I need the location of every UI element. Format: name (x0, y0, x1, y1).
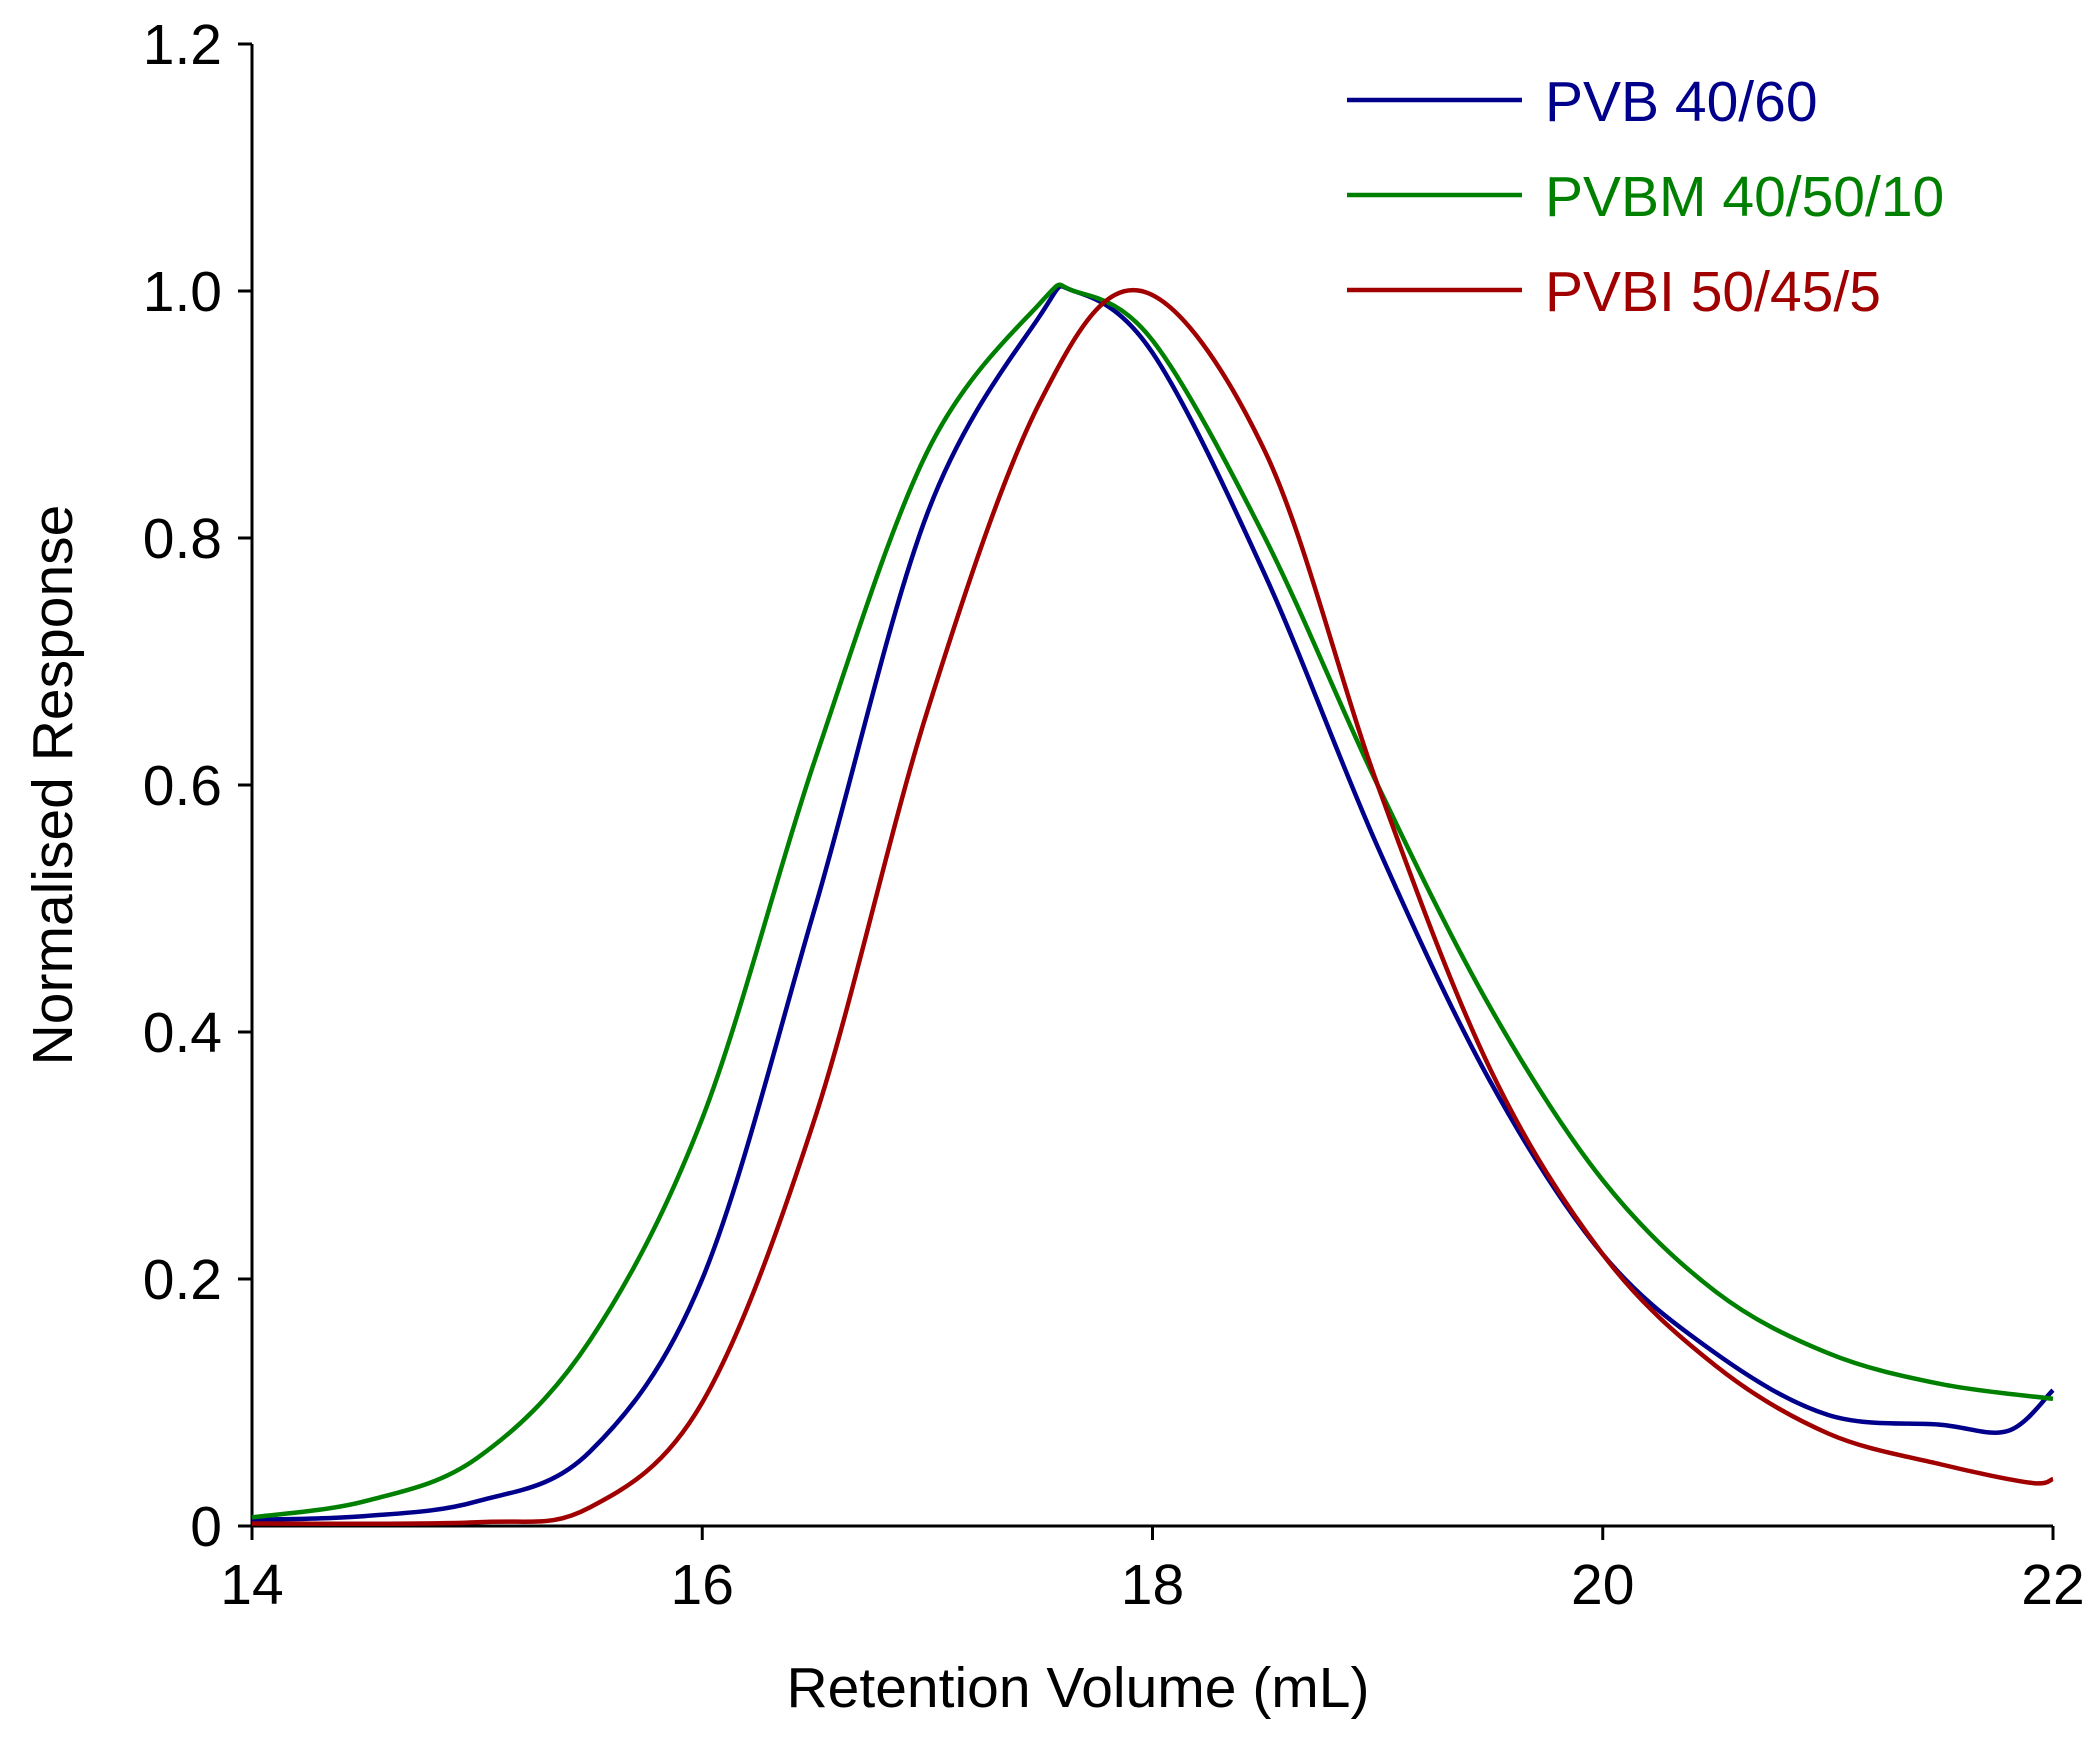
series-group (251, 282, 2055, 1527)
y-tick-label: 1.2 (143, 13, 222, 77)
x-axis-title: Retention Volume (mL) (787, 1656, 1370, 1720)
y-tick-label: 0.6 (143, 754, 222, 818)
y-axis-title: Normalised Response (21, 505, 85, 1066)
x-tick-label: 18 (1121, 1553, 1184, 1617)
y-tick-label: 0.8 (143, 507, 222, 571)
axes: 14 16 18 20 22 0 0.2 0.4 0.6 0.8 1.0 1.2 (143, 13, 2085, 1617)
legend-label: PVBI 50/45/5 (1545, 260, 1881, 324)
x-tick-label: 22 (2021, 1553, 2084, 1617)
x-tick-label: 16 (671, 1553, 734, 1617)
x-tick-label: 14 (220, 1553, 283, 1617)
y-tick-label: 0.2 (143, 1248, 222, 1312)
x-tick-label: 20 (1571, 1553, 1634, 1617)
legend-label: PVBM 40/50/10 (1545, 165, 1944, 229)
legend: PVB 40/60 PVBM 40/50/10 PVBI 50/45/5 (1347, 70, 1944, 324)
y-tick-label: 0 (190, 1495, 222, 1559)
series-line-2 (251, 287, 2054, 1527)
y-tick-label: 1.0 (143, 260, 222, 324)
legend-label: PVB 40/60 (1545, 70, 1818, 134)
y-tick-label: 0.4 (143, 1001, 222, 1065)
series-line-1 (251, 282, 2054, 1520)
series-line-0 (251, 284, 2055, 1523)
